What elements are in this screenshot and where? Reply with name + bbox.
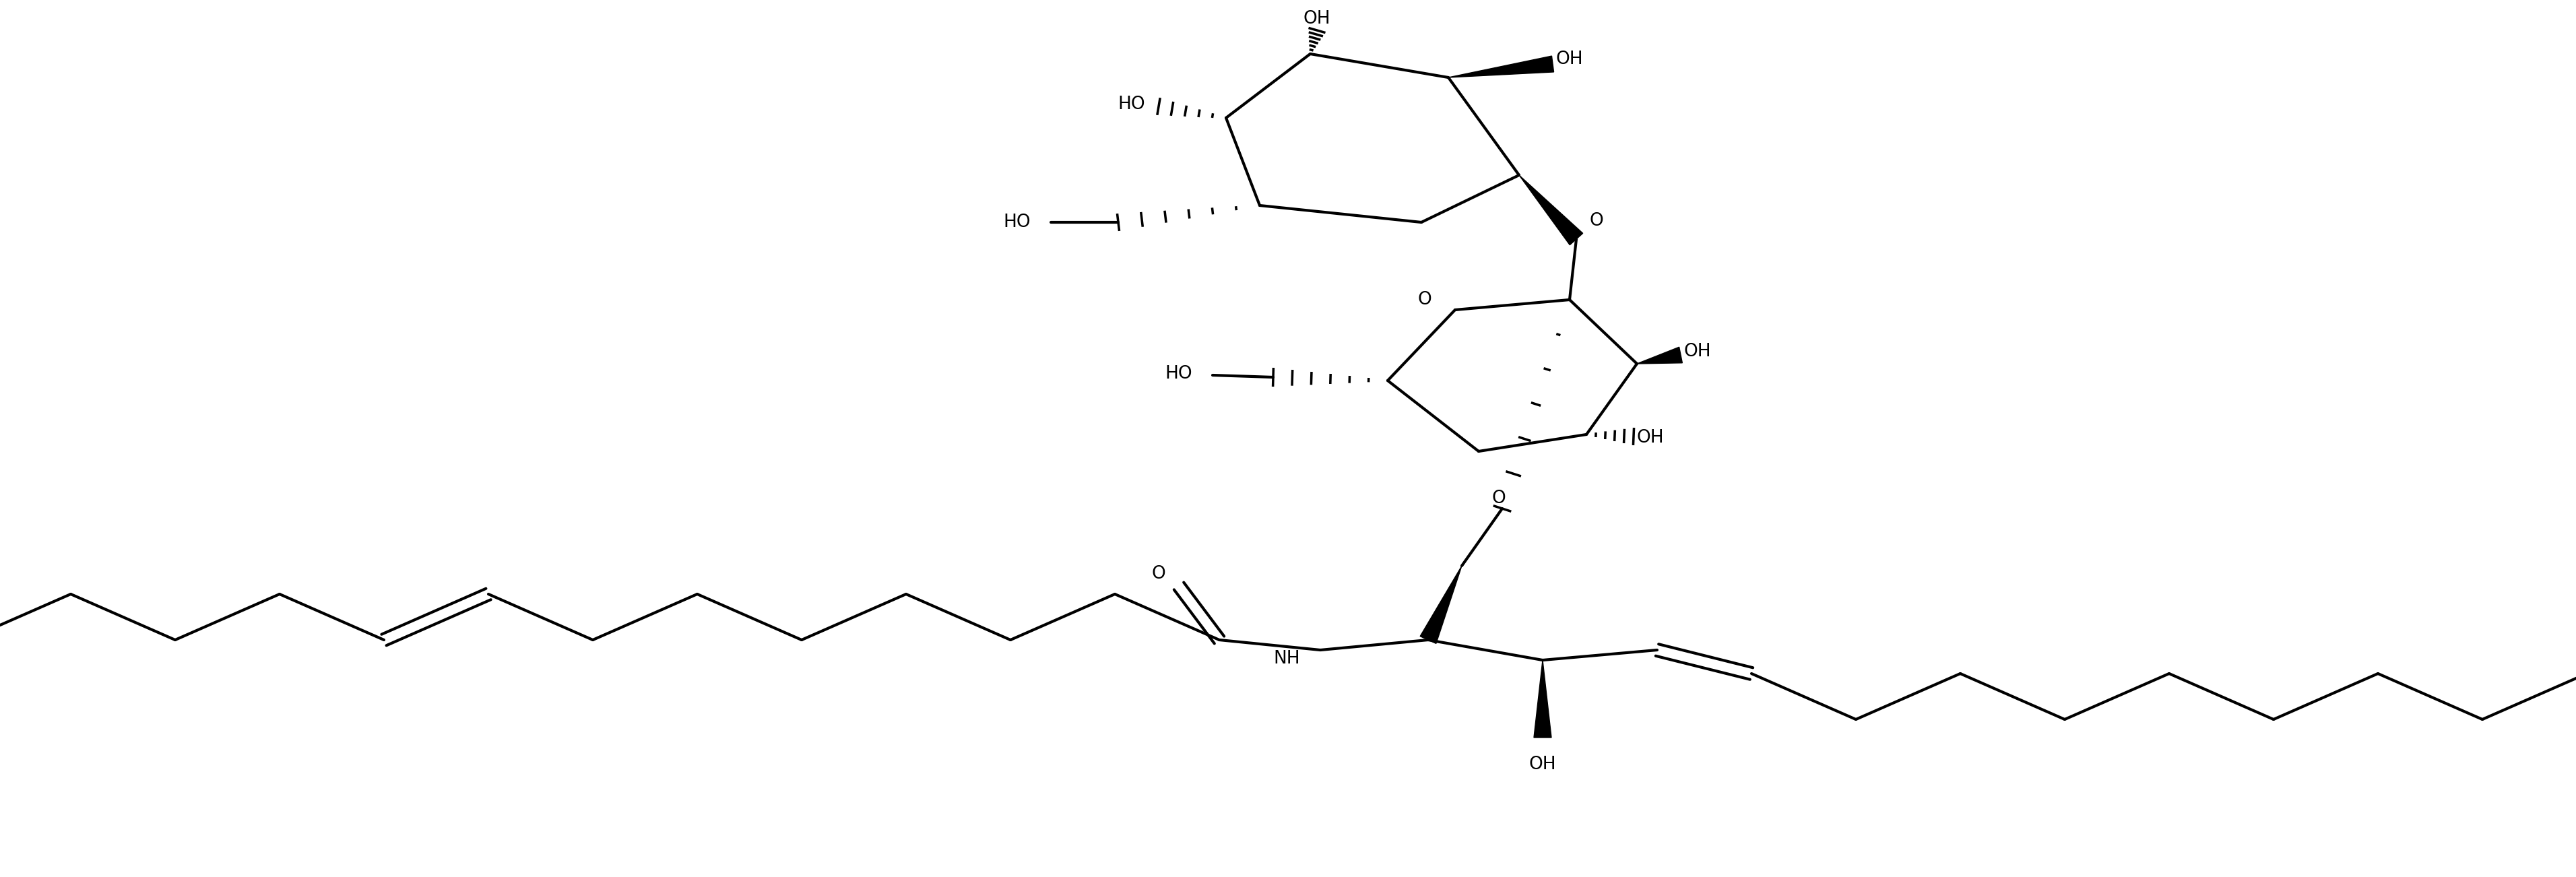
Text: OH: OH: [1636, 429, 1664, 446]
Polygon shape: [1533, 660, 1551, 738]
Text: OH: OH: [1556, 51, 1584, 68]
Text: HO: HO: [1002, 213, 1030, 231]
Text: OH: OH: [1685, 343, 1710, 360]
Text: HO: HO: [1164, 365, 1193, 382]
Text: NH: NH: [1273, 650, 1301, 667]
Text: O: O: [1151, 565, 1167, 582]
Text: O: O: [1417, 291, 1432, 309]
Text: OH: OH: [1530, 756, 1556, 774]
Polygon shape: [1448, 56, 1553, 77]
Text: HO: HO: [1118, 96, 1146, 113]
Polygon shape: [1636, 347, 1682, 364]
Text: OH: OH: [1303, 11, 1332, 27]
Text: O: O: [1589, 212, 1602, 230]
Polygon shape: [1520, 175, 1582, 245]
Polygon shape: [1419, 566, 1461, 644]
Text: O: O: [1492, 489, 1507, 507]
